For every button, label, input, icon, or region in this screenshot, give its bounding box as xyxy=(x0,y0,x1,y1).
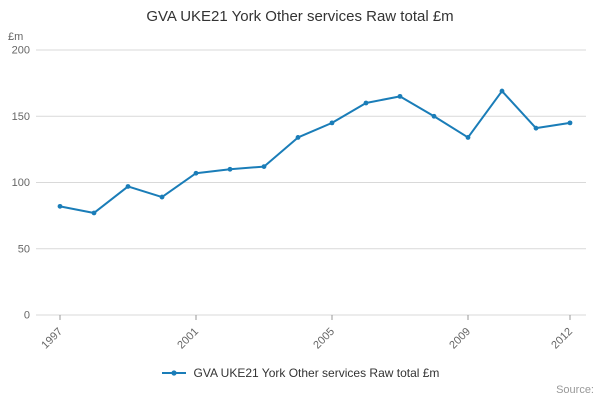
svg-text:150: 150 xyxy=(12,111,30,123)
svg-text:2005: 2005 xyxy=(311,326,337,352)
svg-text:£m: £m xyxy=(8,31,23,43)
svg-text:50: 50 xyxy=(18,243,30,255)
source-label: Source: xyxy=(556,384,594,396)
svg-text:2001: 2001 xyxy=(175,326,201,352)
legend: GVA UKE21 York Other services Raw total … xyxy=(0,366,600,380)
line-chart: 0 50 100 150 200 £m 1997 2001 2005 2009 2012 xyxy=(8,31,586,352)
svg-text:100: 100 xyxy=(12,177,30,189)
svg-text:1997: 1997 xyxy=(39,326,65,352)
svg-text:200: 200 xyxy=(12,45,30,57)
svg-text:2012: 2012 xyxy=(549,326,575,352)
legend-label: GVA UKE21 York Other services Raw total … xyxy=(193,366,440,380)
svg-text:2009: 2009 xyxy=(447,326,473,352)
svg-text:0: 0 xyxy=(24,310,30,322)
line-series-icon xyxy=(161,370,186,376)
chart-title: GVA UKE21 York Other services Raw total … xyxy=(146,8,454,25)
